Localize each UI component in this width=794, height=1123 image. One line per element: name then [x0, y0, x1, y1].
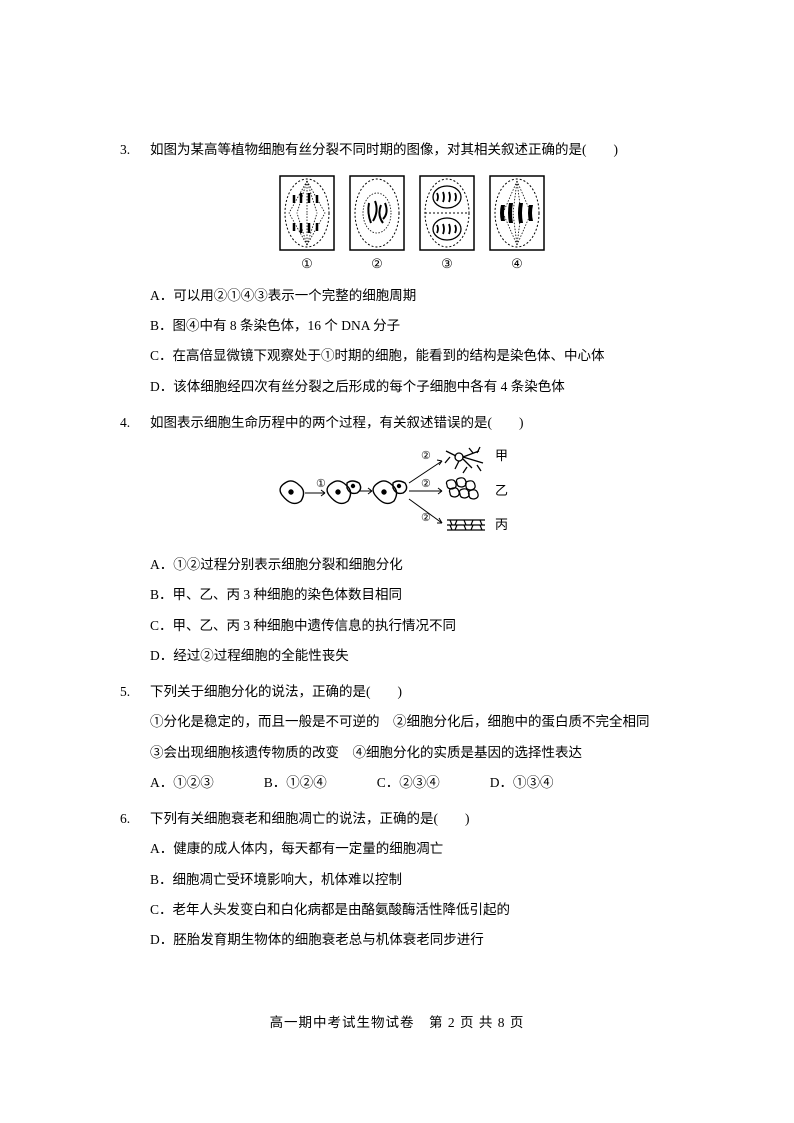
question-4-header: 4. 如图表示细胞生命历程中的两个过程，有关叙述错误的是( ) — [120, 413, 674, 433]
option-5A: A．①②③ — [150, 773, 214, 793]
page-footer: 高一期中考试生物试卷 第 2 页 共 8 页 — [0, 1013, 794, 1033]
fig4-label-1: ① — [316, 478, 326, 490]
question-3: 3. 如图为某高等植物细胞有丝分裂不同时期的图像，对其相关叙述正确的是( ) — [120, 140, 674, 397]
question-3-stem: 如图为某高等植物细胞有丝分裂不同时期的图像，对其相关叙述正确的是( ) — [150, 140, 674, 160]
question-6-stem: 下列有关细胞衰老和细胞凋亡的说法，正确的是( ) — [150, 809, 674, 829]
mitosis-prophase-cell: ② — [348, 174, 406, 274]
question-6: 6. 下列有关细胞衰老和细胞凋亡的说法，正确的是( ) A．健康的成人体内，每天… — [120, 809, 674, 950]
question-4-figure: ① ② ② ② 甲 乙 丙 — [267, 443, 527, 543]
question-5-number: 5. — [120, 682, 150, 702]
statement-line-2: ③会出现细胞核遗传物质的改变 ④细胞分化的实质是基因的选择性表达 — [150, 743, 674, 763]
option-4A: A．①②过程分别表示细胞分裂和细胞分化 — [150, 555, 674, 575]
question-6-options: A．健康的成人体内，每天都有一定量的细胞凋亡 B．细胞凋亡受环境影响大，机体难以… — [150, 839, 674, 950]
question-3-options: A．可以用②①④③表示一个完整的细胞周期 B．图④中有 8 条染色体，16 个 … — [150, 286, 674, 397]
question-5-statements: ①分化是稳定的，而且一般是不可逆的 ②细胞分化后，细胞中的蛋白质不完全相同 ③会… — [150, 712, 674, 763]
option-6B: B．细胞凋亡受环境影响大，机体难以控制 — [150, 870, 674, 890]
figure-label-4: ④ — [488, 254, 546, 274]
mitosis-telophase-cell: ③ — [418, 174, 476, 274]
question-5-options: A．①②③ B．①②④ C．②③④ D．①③④ — [150, 773, 674, 793]
question-4-options: A．①②过程分别表示细胞分裂和细胞分化 B．甲、乙、丙 3 种细胞的染色体数目相… — [150, 555, 674, 666]
fig4-label-2b: ② — [421, 478, 431, 490]
option-3A: A．可以用②①④③表示一个完整的细胞周期 — [150, 286, 674, 306]
option-6A: A．健康的成人体内，每天都有一定量的细胞凋亡 — [150, 839, 674, 859]
fig4-label-2c: ② — [421, 512, 431, 524]
question-4: 4. 如图表示细胞生命历程中的两个过程，有关叙述错误的是( ) — [120, 413, 674, 666]
question-4-number: 4. — [120, 413, 150, 433]
question-3-figure: ① ② — [150, 174, 674, 274]
option-3B: B．图④中有 8 条染色体，16 个 DNA 分子 — [150, 316, 674, 336]
question-5-header: 5. 下列关于细胞分化的说法，正确的是( ) — [120, 682, 674, 702]
question-6-header: 6. 下列有关细胞衰老和细胞凋亡的说法，正确的是( ) — [120, 809, 674, 829]
question-6-number: 6. — [120, 809, 150, 829]
fig4-label-jia: 甲 — [495, 448, 508, 463]
figure-label-2: ② — [348, 254, 406, 274]
question-3-header: 3. 如图为某高等植物细胞有丝分裂不同时期的图像，对其相关叙述正确的是( ) — [120, 140, 674, 160]
question-3-number: 3. — [120, 140, 150, 160]
figure-label-3: ③ — [418, 254, 476, 274]
mitosis-anaphase-cell: ① — [278, 174, 336, 274]
option-5D: D．①③④ — [490, 773, 554, 793]
option-3D: D．该体细胞经四次有丝分裂之后形成的每个子细胞中各有 4 条染色体 — [150, 377, 674, 397]
option-4D: D．经过②过程细胞的全能性丧失 — [150, 646, 674, 666]
option-6D: D．胚胎发育期生物体的细胞衰老总与机体衰老同步进行 — [150, 930, 674, 950]
option-3C: C．在高倍显微镜下观察处于①时期的细胞，能看到的结构是染色体、中心体 — [150, 346, 674, 366]
question-5: 5. 下列关于细胞分化的说法，正确的是( ) ①分化是稳定的，而且一般是不可逆的… — [120, 682, 674, 793]
option-4C: C．甲、乙、丙 3 种细胞中遗传信息的执行情况不同 — [150, 616, 674, 636]
figure-label-1: ① — [278, 254, 336, 274]
question-4-stem: 如图表示细胞生命历程中的两个过程，有关叙述错误的是( ) — [150, 413, 674, 433]
mitosis-metaphase-cell: ④ — [488, 174, 546, 274]
fig4-label-yi: 乙 — [495, 483, 508, 498]
fig4-label-2a: ② — [421, 450, 431, 462]
option-5C: C．②③④ — [377, 773, 440, 793]
statement-line-1: ①分化是稳定的，而且一般是不可逆的 ②细胞分化后，细胞中的蛋白质不完全相同 — [150, 712, 674, 732]
question-5-stem: 下列关于细胞分化的说法，正确的是( ) — [150, 682, 674, 702]
option-4B: B．甲、乙、丙 3 种细胞的染色体数目相同 — [150, 585, 674, 605]
option-5B: B．①②④ — [264, 773, 327, 793]
fig4-label-bing: 丙 — [495, 517, 508, 532]
option-6C: C．老年人头发变白和白化病都是由酪氨酸酶活性降低引起的 — [150, 900, 674, 920]
